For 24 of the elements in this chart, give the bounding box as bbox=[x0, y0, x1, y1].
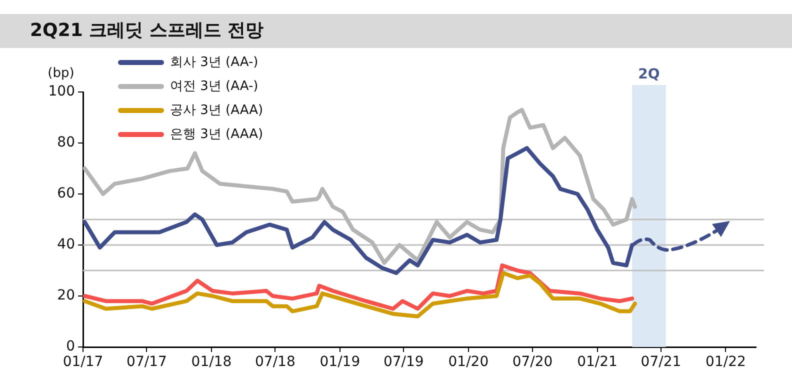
y-axis-title: (bp) bbox=[48, 66, 74, 81]
y-tick-label: 20 bbox=[57, 288, 75, 304]
legend-label: 여전 3년 (AA-) bbox=[170, 78, 258, 95]
x-tick-label: 01/19 bbox=[320, 354, 360, 370]
x-tick-label: 07/19 bbox=[383, 354, 424, 370]
chart-title: 2Q21 크레딧 스프레드 전망 bbox=[0, 14, 792, 48]
x-tick-label: 01/22 bbox=[706, 354, 746, 370]
legend-label: 회사 3년 (AA-) bbox=[170, 54, 258, 71]
y-tick-label: 100 bbox=[48, 84, 75, 100]
band-label: 2Q bbox=[638, 66, 660, 83]
y-tick-label: 60 bbox=[57, 186, 75, 202]
x-tick-label: 01/21 bbox=[577, 354, 618, 370]
y-tick-label: 40 bbox=[57, 236, 75, 253]
y-tick-label: 0 bbox=[66, 338, 75, 355]
x-tick-label: 07/20 bbox=[512, 354, 553, 370]
x-tick-label: 01/17 bbox=[62, 354, 104, 370]
x-tick-label: 07/17 bbox=[126, 354, 167, 370]
legend-label: 공사 3년 (AAA) bbox=[170, 102, 264, 119]
x-tick-label: 01/20 bbox=[448, 354, 489, 370]
x-tick-label: 07/18 bbox=[255, 354, 296, 370]
x-tick-label: 07/21 bbox=[640, 354, 682, 370]
x-tick-label: 01/18 bbox=[191, 354, 232, 370]
legend-label: 은행 3년 (AAA) bbox=[170, 126, 264, 143]
y-tick-label: 80 bbox=[57, 134, 75, 151]
